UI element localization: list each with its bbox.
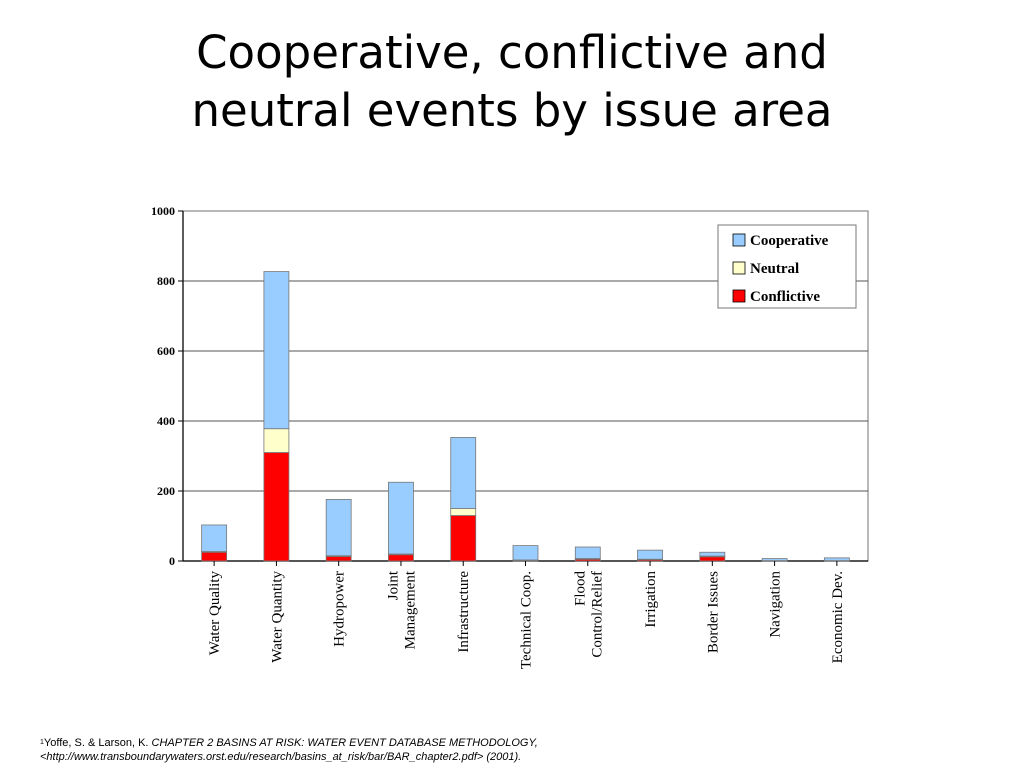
x-tick-label-line: Economic Dev. bbox=[830, 571, 846, 663]
footnote-title: CHAPTER 2 BASINS AT RISK: WATER EVENT DA… bbox=[151, 737, 538, 749]
y-tick-label: 600 bbox=[157, 344, 175, 358]
legend-swatch-neutral bbox=[732, 261, 746, 275]
bar-neutral-water-quantity bbox=[263, 428, 290, 453]
footnote-line-1: 1Yoffe, S. & Larson, K. CHAPTER 2 BASINS… bbox=[40, 736, 1000, 750]
x-tick-label-line: Management bbox=[402, 570, 418, 649]
x-tick-label-line: Flood bbox=[572, 571, 588, 607]
bar-conflictive-joint-management bbox=[388, 554, 414, 562]
x-tick-label-infrastructure: Infrastructure bbox=[456, 571, 472, 653]
x-tick-label-joint-management: Joint Management bbox=[385, 570, 418, 649]
footnote: 1Yoffe, S. & Larson, K. CHAPTER 2 BASINS… bbox=[40, 736, 1000, 764]
bar-cooperative-economic-dev bbox=[823, 557, 850, 562]
x-tick-label-line: Navigation bbox=[768, 571, 784, 638]
legend-swatch-conflictive bbox=[732, 289, 746, 303]
bar-cooperative-water-quality bbox=[201, 524, 228, 552]
bar-cooperative-hydropower bbox=[325, 498, 352, 557]
x-tick-label-flood-control-relief: Flood Control/Relief bbox=[572, 571, 605, 658]
legend-label-cooperative: Cooperative bbox=[750, 233, 829, 249]
footnote-authors: Yoffe, S. & Larson, K. bbox=[43, 737, 152, 749]
bar-conflictive-water-quantity bbox=[263, 452, 290, 562]
x-tick-label-border-issues: Border Issues bbox=[705, 571, 721, 653]
y-tick-label: 1000 bbox=[151, 204, 175, 218]
y-tick-label: 0 bbox=[169, 554, 175, 568]
stacked-bar-chart: 0 200 400 600 800 1000 Water Quality Water Quan… bbox=[151, 204, 869, 669]
bar-cooperative-infrastructure bbox=[450, 437, 477, 509]
y-tick-label: 400 bbox=[157, 414, 175, 428]
footnote-line-2: <http://www.transboundarywaters.orst.edu… bbox=[40, 751, 522, 763]
x-tick-label-water-quality: Water Quality bbox=[207, 571, 223, 656]
bar-conflictive-water-quality bbox=[201, 551, 228, 562]
legend-label-conflictive: Conflictive bbox=[750, 289, 820, 305]
x-tick-label-line: Hydropower bbox=[332, 571, 348, 647]
slide-title-line-1: Cooperative, conflictive and bbox=[196, 26, 828, 79]
bar-neutral-infrastructure bbox=[450, 508, 477, 516]
footnote-marker: 1 bbox=[40, 739, 44, 746]
y-tick-label: 200 bbox=[157, 484, 175, 498]
x-tick-label-hydropower: Hydropower bbox=[332, 571, 348, 647]
x-tick-label-economic-dev: Economic Dev. bbox=[830, 571, 846, 663]
x-tick-label-line: Joint bbox=[385, 570, 401, 600]
bar-cooperative-water-quantity bbox=[263, 271, 290, 430]
legend-label-neutral: Neutral bbox=[750, 261, 799, 277]
legend-swatch-cooperative bbox=[732, 233, 746, 247]
bar-cooperative-flood-control-relief bbox=[574, 546, 601, 559]
bar-cooperative-technical-coop bbox=[512, 545, 539, 561]
y-tick-label: 800 bbox=[157, 274, 175, 288]
bar-cooperative-navigation bbox=[761, 558, 788, 562]
slide-title-line-2: neutral events by issue area bbox=[191, 84, 833, 137]
x-tick-label-navigation: Navigation bbox=[768, 571, 784, 638]
x-tick-label-line: Technical Coop. bbox=[519, 571, 535, 669]
x-tick-label-line: Control/Relief bbox=[589, 571, 605, 658]
x-tick-label-water-quantity: Water Quantity bbox=[269, 571, 285, 663]
x-tick-label-irrigation: Irrigation bbox=[643, 571, 659, 628]
bar-cooperative-irrigation bbox=[637, 549, 663, 560]
x-tick-label-line: Infrastructure bbox=[456, 571, 472, 653]
bar-conflictive-infrastructure bbox=[450, 515, 477, 562]
bar-cooperative-joint-management bbox=[388, 481, 414, 555]
x-tick-label-technical-coop: Technical Coop. bbox=[519, 571, 535, 669]
bar-conflictive-border-issues bbox=[699, 556, 726, 562]
x-tick-label-line: Water Quantity bbox=[269, 571, 285, 663]
slide-title: Cooperative, conflictive and neutral eve… bbox=[0, 24, 1024, 140]
x-tick-label-line: Water Quality bbox=[207, 571, 223, 656]
bar-cooperative-border-issues bbox=[699, 551, 726, 557]
bar-conflictive-hydropower bbox=[325, 556, 352, 562]
x-tick-label-line: Border Issues bbox=[705, 571, 721, 653]
x-tick-label-line: Irrigation bbox=[643, 571, 659, 628]
